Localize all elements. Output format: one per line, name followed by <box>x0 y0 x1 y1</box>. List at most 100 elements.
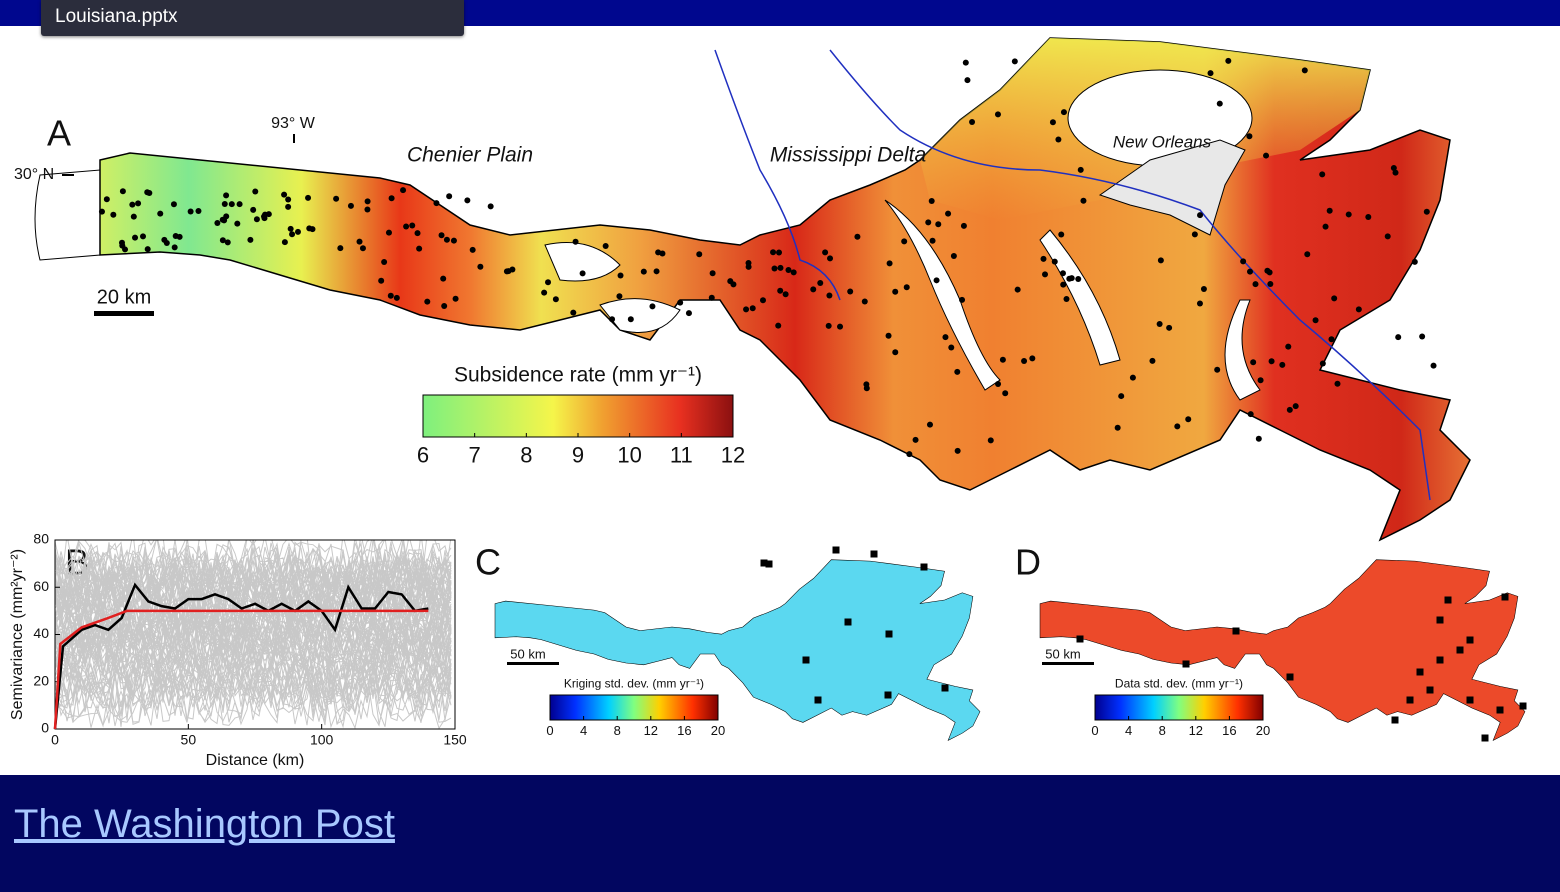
station-dot <box>1257 377 1264 384</box>
station-dot <box>1191 231 1198 238</box>
background-curve <box>55 593 452 649</box>
scale-bar <box>94 311 154 316</box>
station-dot <box>1292 403 1299 410</box>
station-dot <box>552 296 559 303</box>
station-dot <box>261 215 268 222</box>
station-dot <box>743 306 750 313</box>
station-dot <box>885 332 892 339</box>
file-tab[interactable]: Louisiana.pptx <box>41 0 464 36</box>
station-dot <box>602 243 609 250</box>
station-dot <box>172 232 179 239</box>
station-dot <box>224 239 231 246</box>
station-dot <box>709 270 716 277</box>
map-d <box>1039 559 1527 742</box>
station-dot <box>572 238 579 245</box>
station-dot <box>708 294 715 301</box>
colorbar-tick-label: 12 <box>1189 723 1203 738</box>
scale-bar <box>1042 662 1094 665</box>
station-dot <box>359 245 366 252</box>
station-dot <box>347 202 354 209</box>
station-dot <box>995 381 1002 388</box>
station-dot <box>775 322 782 329</box>
station-dot <box>1174 423 1181 430</box>
station-dot <box>1063 296 1070 303</box>
station-dot <box>1075 275 1082 282</box>
panel-label: D <box>1015 542 1041 583</box>
station-dot <box>785 267 792 274</box>
station-dot <box>1051 258 1058 265</box>
station-dot <box>892 288 899 295</box>
station-dot <box>659 250 666 257</box>
station-dot <box>861 298 868 305</box>
station-dot <box>1225 57 1232 64</box>
colorbar-tick-label: 4 <box>580 723 587 738</box>
station-dot <box>195 208 202 215</box>
colorbar-title: Data std. dev. (mm yr⁻¹) <box>1115 676 1243 690</box>
colorbar <box>1094 694 1264 721</box>
station-square <box>1416 668 1424 676</box>
station-dot <box>749 305 756 312</box>
source-link[interactable]: The Washington Post <box>14 802 395 846</box>
station-dot <box>281 191 288 198</box>
colorbar-title: Kriging std. dev. (mm yr⁻¹) <box>564 676 704 690</box>
station-dot <box>1197 212 1204 219</box>
x-tick-label: 150 <box>443 732 467 748</box>
station-square <box>765 560 773 568</box>
station-dot <box>1411 258 1418 265</box>
background-curve <box>55 671 452 729</box>
station-dot <box>110 211 117 218</box>
station-dot <box>157 210 164 217</box>
latitude-label: 30° N <box>14 166 54 183</box>
station-dot <box>892 349 899 356</box>
background-curves <box>55 540 452 729</box>
station-dot <box>140 233 147 240</box>
station-dot <box>119 188 126 195</box>
station-dot <box>1207 70 1214 77</box>
background-curve <box>55 596 452 655</box>
station-dot <box>777 264 784 271</box>
station-dot <box>770 249 777 256</box>
colorbar-tick-label: 12 <box>721 443 745 468</box>
station-dot <box>1196 300 1203 307</box>
station-dot <box>400 187 407 194</box>
station-dot <box>1301 67 1308 74</box>
station-dot <box>132 234 139 241</box>
panel-label: C <box>475 542 501 583</box>
station-dot <box>403 223 410 230</box>
station-dot <box>627 316 634 323</box>
station-dot <box>1059 270 1066 277</box>
station-dot <box>414 230 421 237</box>
station-dot <box>745 263 752 270</box>
background-curve <box>55 623 452 680</box>
station-dot <box>505 268 512 275</box>
station-dot <box>886 260 893 267</box>
station-dot <box>810 286 817 293</box>
station-square <box>1444 596 1452 604</box>
station-square <box>1436 616 1444 624</box>
x-tick-label: 50 <box>181 732 197 748</box>
station-dot <box>294 228 301 235</box>
colorbar-tick-label: 8 <box>520 443 532 468</box>
station-dot <box>1419 333 1426 340</box>
station-square <box>832 546 840 554</box>
station-dot <box>1014 286 1021 293</box>
station-square <box>885 630 893 638</box>
panel-label: A <box>47 113 71 154</box>
station-square <box>814 696 822 704</box>
y-tick-label: 0 <box>41 720 49 736</box>
station-dot <box>1264 267 1271 274</box>
colorbar-tick-label: 0 <box>1091 723 1098 738</box>
station-dot <box>954 368 961 375</box>
background-curve <box>55 648 452 706</box>
station-dot <box>1319 171 1326 178</box>
station-dot <box>696 251 703 258</box>
station-dot <box>826 292 833 299</box>
station-square <box>1466 636 1474 644</box>
station-dot <box>640 268 647 275</box>
station-square <box>1391 716 1399 724</box>
station-dot <box>1285 343 1292 350</box>
background-curve <box>55 643 452 699</box>
station-dot <box>617 272 624 279</box>
station-square <box>1426 686 1434 694</box>
station-square <box>1481 734 1489 742</box>
